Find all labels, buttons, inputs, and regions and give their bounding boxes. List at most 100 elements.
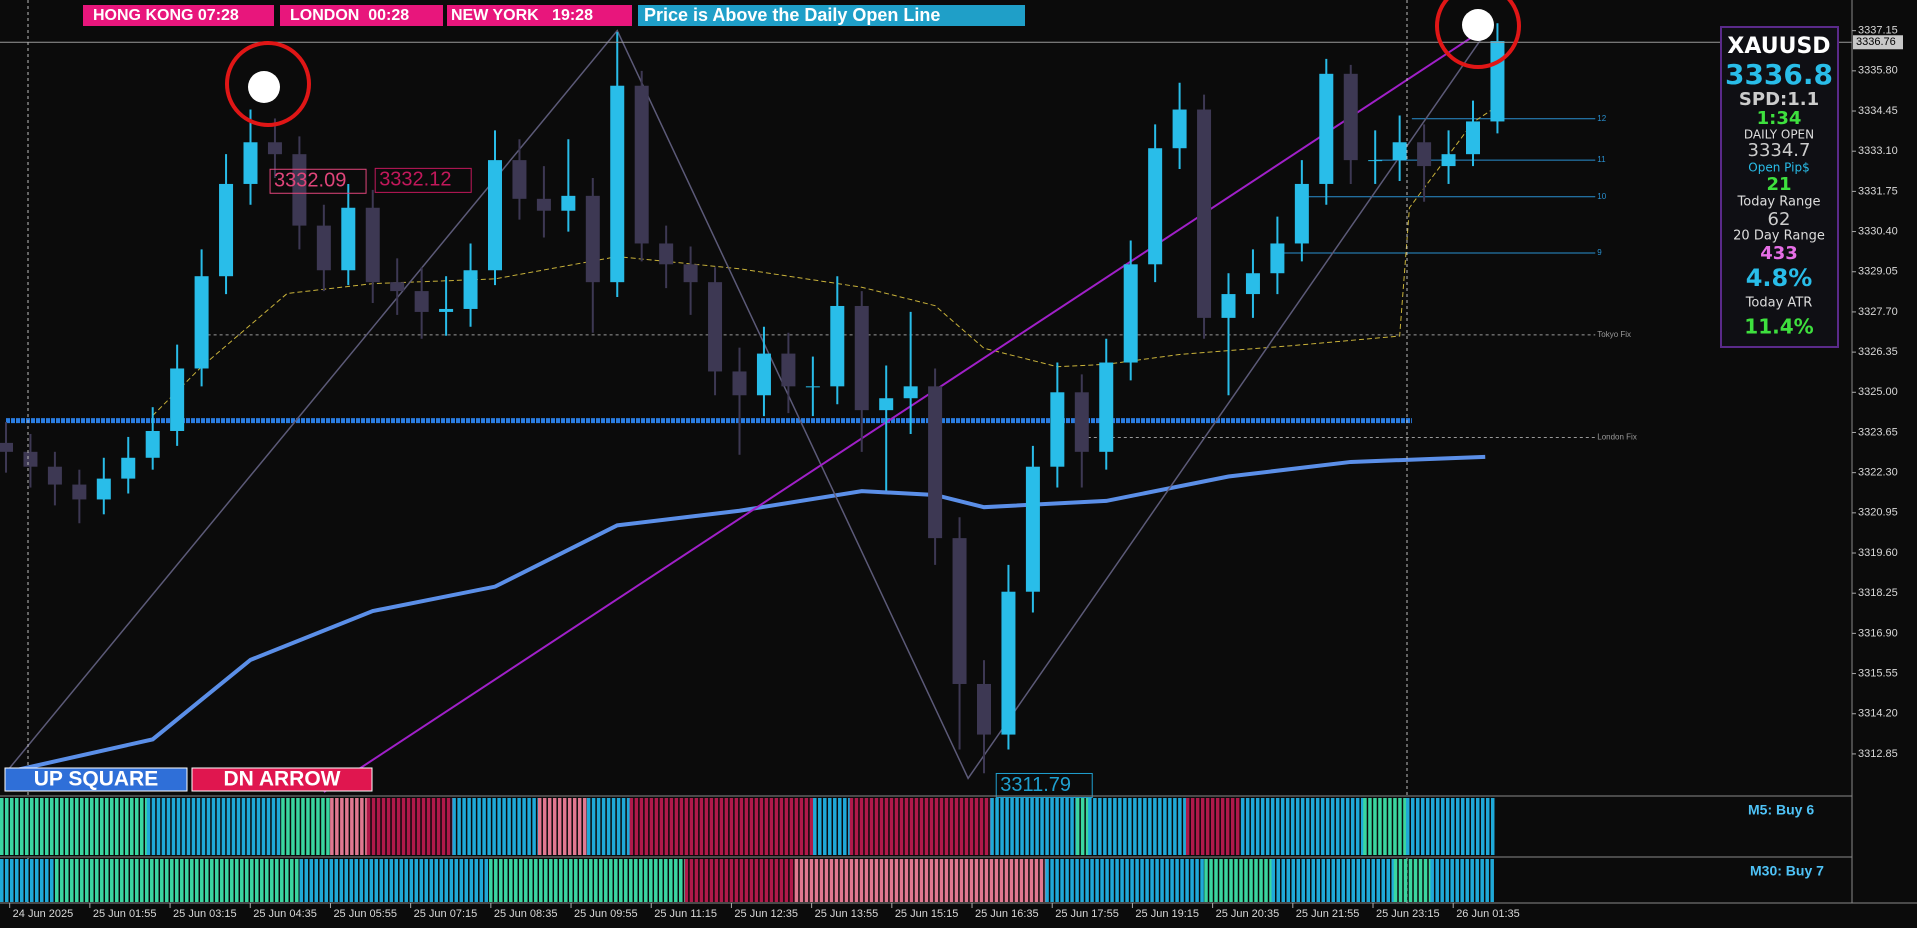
- candle-body: [365, 207, 380, 283]
- stripe: [1259, 859, 1263, 902]
- stripe: [306, 798, 310, 855]
- stripe: [959, 798, 964, 855]
- stripe: [70, 859, 74, 902]
- stripe: [1020, 798, 1024, 855]
- stripe: [1009, 859, 1014, 902]
- stripe: [166, 798, 171, 855]
- stripe: [1260, 798, 1265, 855]
- stripe: [843, 798, 847, 855]
- stripe: [669, 859, 673, 902]
- stripe: [429, 859, 434, 902]
- stripe: [809, 859, 814, 902]
- candle-body: [316, 225, 331, 271]
- stripe: [909, 798, 914, 855]
- stripe: [534, 859, 538, 902]
- stripe: [1340, 798, 1345, 855]
- y-tick-label: 3337.15: [1858, 25, 1898, 37]
- stripe: [454, 859, 459, 902]
- stripe: [145, 859, 149, 902]
- stripe: [899, 859, 904, 902]
- stripe: [301, 798, 305, 855]
- stripe: [1030, 798, 1034, 855]
- stripe: [1170, 859, 1174, 902]
- stripe: [874, 798, 879, 855]
- stripe: [240, 859, 244, 902]
- stripe: [484, 859, 489, 902]
- stripe: [1275, 798, 1280, 855]
- y-tick-label: 3329.05: [1858, 266, 1898, 278]
- stripe: [644, 798, 649, 855]
- annotation-box: [374, 167, 472, 193]
- y-tick-label: 3322.30: [1858, 467, 1898, 479]
- last-price-box: [1853, 35, 1903, 50]
- stripe: [944, 859, 949, 902]
- stripe: [929, 859, 934, 902]
- stripe: [60, 798, 64, 855]
- stripe: [120, 798, 124, 855]
- stripe: [1356, 859, 1361, 902]
- stripe: [1435, 859, 1439, 902]
- stripe: [644, 859, 648, 902]
- button-label[interactable]: UP SQUARE: [34, 768, 158, 791]
- stripe: [311, 798, 315, 855]
- stripe: [354, 859, 359, 902]
- stripe: [1138, 798, 1142, 855]
- stripe: [779, 859, 784, 902]
- y-tick-label: 3331.75: [1858, 185, 1898, 197]
- stripe: [519, 859, 523, 902]
- stripe: [379, 859, 384, 902]
- stripe: [869, 859, 874, 902]
- stripe: [764, 859, 769, 902]
- stripe: [5, 798, 9, 855]
- candle-body: [830, 305, 845, 387]
- stripe: [0, 798, 4, 855]
- stripe: [176, 798, 181, 855]
- stripe: [256, 798, 261, 855]
- stripe: [1230, 798, 1235, 855]
- stripe: [1135, 859, 1139, 902]
- stripe: [40, 798, 44, 855]
- candle-body: [439, 308, 454, 312]
- candle-body: [121, 457, 136, 479]
- stripe: [864, 798, 869, 855]
- stripe: [1160, 859, 1164, 902]
- stripe: [1285, 798, 1290, 855]
- button[interactable]: [191, 767, 373, 792]
- stripe: [734, 859, 739, 902]
- candle-body: [805, 386, 820, 388]
- stripe: [502, 798, 506, 855]
- stripe: [894, 859, 899, 902]
- stripe: [369, 859, 374, 902]
- stripe: [340, 798, 344, 855]
- button-label[interactable]: DN ARROW: [223, 768, 340, 791]
- stripe: [95, 798, 99, 855]
- candle-body: [0, 442, 13, 452]
- value: 62: [1768, 209, 1791, 230]
- stripe: [774, 798, 779, 855]
- button[interactable]: [4, 767, 188, 792]
- stripe: [20, 859, 24, 902]
- stripe: [196, 798, 201, 855]
- candle-body: [952, 538, 967, 684]
- stripe: [1180, 859, 1184, 902]
- stripe: [1103, 798, 1107, 855]
- stripe: [769, 798, 774, 855]
- stripe: [984, 798, 989, 855]
- y-tick-label: 3319.60: [1858, 547, 1898, 559]
- stripe: [990, 798, 994, 855]
- candle-body: [683, 264, 698, 283]
- stripe: [586, 798, 591, 855]
- stripe: [130, 859, 134, 902]
- stripe: [1183, 798, 1187, 855]
- stripe: [55, 859, 59, 902]
- stripe: [255, 859, 259, 902]
- banner: Price is Above the Daily Open Line: [644, 5, 940, 25]
- stripe: [1423, 859, 1428, 902]
- stripe: [567, 798, 572, 855]
- stripe: [150, 859, 154, 902]
- x-tick-label: 25 Jun 17:55: [1055, 908, 1119, 920]
- candle-body: [194, 276, 209, 369]
- stripe: [497, 798, 501, 855]
- stripe: [584, 859, 588, 902]
- stripe: [281, 798, 285, 855]
